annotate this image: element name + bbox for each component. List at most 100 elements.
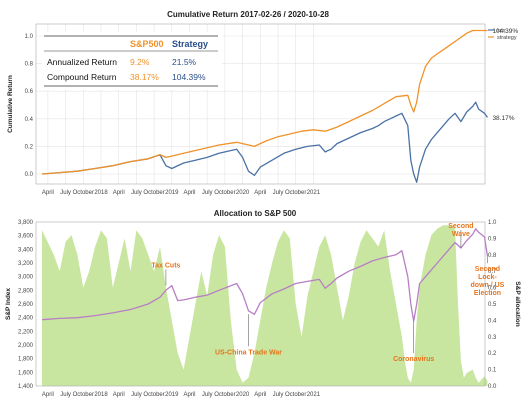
table-header-strategy: Strategy [172,39,208,49]
bottom-y-ticks: 1,400 1,600 1,800 2,000 2,200 2,400 2,600 2,800… [18,220,34,390]
bottom-y2-tick-label: 0.0 [488,384,497,390]
bottom-y-tick-label: 3,000 [18,275,34,281]
bottom-x-tick-label: October [73,392,94,398]
top-x-tick-label: 2020 [236,190,250,196]
bottom-y2-tick-label: 0.3 [488,335,497,341]
bottom-y-tick-label: 3,600 [18,234,34,240]
top-y-tick-label: 0.0 [25,172,34,178]
top-y-tick-label: 0.8 [25,62,34,68]
top-x-tick-label: July [273,190,284,196]
bottom-x-tick-label: 2020 [236,392,250,398]
bottom-y2-axis-label: S&P allocation [514,281,521,326]
top-y-axis-label: Cumulative Return [7,75,14,133]
bottom-x-tick-label: 2021 [307,392,321,398]
table-row-annualized-label: Annualized Return [47,57,117,67]
end-label-spx: 38.17% [492,115,514,122]
top-x-tick-label: 2021 [307,190,321,196]
bottom-y-tick-label: 2,600 [18,302,34,308]
bottom-y2-tick-label: 0.2 [488,351,497,357]
annotation-label: Coronavirus [393,356,434,363]
bottom-y2-tick-label: 0.4 [488,318,497,324]
summary-table-background [42,32,222,90]
legend-spx-label: spx [497,28,506,34]
top-plot-frame [35,23,486,185]
top-y-tick-label: 0.6 [25,89,34,95]
bottom-y-tick-label: 1,800 [18,357,34,363]
bottom-x-tick-label: 2019 [165,392,179,398]
bottom-x-tick-label: April [113,392,125,398]
bottom-y-tick-label: 1,400 [18,384,34,390]
bottom-y2-tick-label: 0.8 [488,253,497,259]
table-row-compound-strategy: 104.39% [172,72,206,82]
bottom-y-tick-label: 2,200 [18,329,34,335]
top-series-lines [41,29,489,183]
top-x-tick-label: 2019 [165,190,179,196]
bottom-x-ticks: April July October 2018 April July October 2019… [42,392,321,398]
top-x-tick-label: April [113,190,125,196]
annotations: Tax Cuts US-China Trade War Coronavirus Sec… [151,223,504,363]
top-x-tick-label: July [60,190,71,196]
bottom-y-tick-label: 1,600 [18,370,34,376]
series-line-sp-index [41,228,489,322]
series-line-spx [41,101,489,183]
bottom-plot-frame [35,221,486,387]
bottom-x-tick-label: October [285,392,306,398]
top-x-tick-label: July [131,190,142,196]
annotation-label: Second Lock-down / US Election [471,266,505,297]
top-x-ticks: April July October 2018 April July October 2019… [42,190,321,196]
bottom-y-tick-label: 2,800 [18,288,34,294]
annotation-label: US-China Trade War [215,349,282,356]
top-y-ticks: 0.0 0.2 0.4 0.6 0.8 1.0 [25,34,34,178]
bottom-y-tick-label: 3,200 [18,261,34,267]
bottom-chart-title: Allocation to S&P 500 [214,209,297,218]
bottom-y2-tick-label: 0.5 [488,302,497,308]
bottom-y-tick-label: 3,800 [18,220,34,226]
bottom-y2-tick-label: 1.0 [488,220,497,226]
top-y-tick-label: 0.4 [25,117,34,123]
top-x-tick-label: April [254,190,266,196]
top-x-tick-label: April [183,190,195,196]
top-x-tick-label: July [202,190,213,196]
allocation-fill [42,225,488,386]
bottom-x-tick-label: April [183,392,195,398]
annotation-label: Tax Cuts [151,263,180,270]
bottom-y2-tick-label: 0.7 [488,269,497,275]
allocation-area [42,225,488,386]
table-row-annualized-strategy: 21.5% [172,57,197,67]
bottom-y2-tick-label: 0.6 [488,286,497,292]
bottom-y-tick-label: 2,000 [18,343,34,349]
top-x-tick-label: October [214,190,235,196]
top-x-tick-label: 2018 [94,190,108,196]
bottom-y2-tick-label: 0.9 [488,236,497,242]
bottom-y-tick-label: 2,400 [18,316,34,322]
top-legend: spx strategy [488,28,517,41]
top-x-tick-label: April [42,190,54,196]
bottom-y-tick-label: 3,400 [18,247,34,253]
bottom-x-tick-label: October [214,392,235,398]
end-label-strategy: 104.39% [492,28,518,35]
bottom-x-tick-label: July [202,392,213,398]
top-end-labels: 38.17% 104.39% [492,28,518,122]
bottom-y2-tick-label: 0.1 [488,368,497,374]
annotation-label: Second Wave [448,223,473,238]
table-header-sp500: S&P500 [130,39,164,49]
bottom-x-tick-label: July [131,392,142,398]
table-row-compound-sp500: 38.17% [130,72,159,82]
bottom-x-tick-label: April [42,392,54,398]
sp-index-line [41,228,489,322]
top-x-tick-label: October [285,190,306,196]
summary-table: S&P500 Strategy Annualized Return 9.2% 2… [42,32,222,90]
bottom-y2-ticks: 0.0 0.1 0.2 0.3 0.4 0.5 0.6 0.7 0.8 0.9 1.0 [488,220,497,390]
table-row-annualized-sp500: 9.2% [130,57,150,67]
bottom-x-tick-label: October [143,392,164,398]
top-y-tick-label: 0.2 [25,144,34,150]
top-x-tick-label: October [73,190,94,196]
bottom-y-axis-label: S&P Index [5,288,12,320]
series-line-strategy [41,29,488,175]
table-row-compound-label: Compound Return [47,72,117,82]
bottom-x-tick-label: April [254,392,266,398]
top-chart-title: Cumulative Return 2017-02-26 / 2020-10-2… [167,10,329,19]
top-x-tick-label: October [143,190,164,196]
bottom-x-tick-label: 2018 [94,392,108,398]
